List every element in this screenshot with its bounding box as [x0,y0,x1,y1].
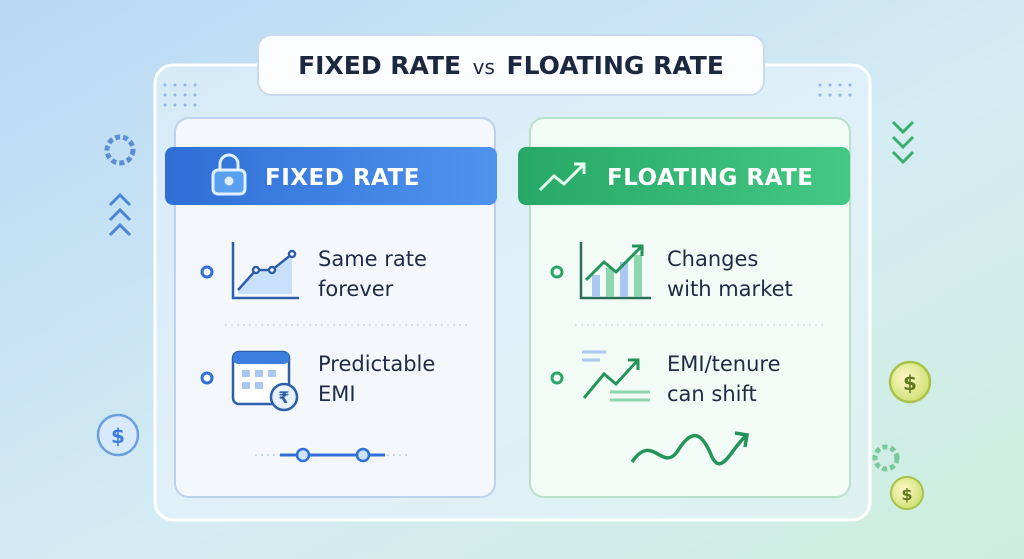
floating-header-bar [518,147,850,205]
item-line: EMI [318,382,356,406]
trend-icon [538,162,586,192]
floating-item-1: Changes with market [667,247,793,301]
bullet [550,265,564,279]
coin: $ [96,413,140,457]
bar-trend-icon [579,242,651,300]
item-line: with market [667,277,793,301]
coin-symbol: $ [111,424,125,448]
item-line: forever [318,277,394,301]
line-chart-icon [231,242,299,300]
item-line: EMI/tenure [667,352,781,376]
shift-icon [582,350,650,402]
item-line: Changes [667,247,758,271]
fixed-item-1: Same rate forever [318,247,434,301]
title: FIXED RATE vs FLOATING RATE [298,51,724,80]
item-line: can shift [667,382,757,406]
rupee-symbol: ₹ [278,388,289,407]
bullet [200,371,214,385]
gear [872,444,900,472]
fixed-header: FIXED RATE [265,165,420,191]
coin-symbol: $ [901,485,912,504]
dot-grid [163,83,852,107]
title-right: FLOATING RATE [507,51,724,80]
bullet [200,265,214,279]
chevrons-down [891,120,915,165]
stable-slider [255,447,410,463]
title-vs: vs [473,55,495,79]
floating-header: FLOATING RATE [607,165,814,191]
title-left: FIXED RATE [298,51,461,80]
calendar-icon: ₹ [231,350,299,412]
coin-symbol: $ [903,371,917,395]
floating-item-2: EMI/tenure can shift [667,352,787,406]
title-pill [257,34,765,96]
item-line: Predictable [318,352,435,376]
coin: $ [888,360,932,404]
bullet [550,371,564,385]
item-line: Same rate [318,247,427,271]
chevrons-up [108,192,132,237]
wave-arrow [630,431,750,466]
fixed-item-2: Predictable EMI [318,352,442,406]
fixed-header-bar [165,147,497,205]
lock-icon [211,153,247,196]
coin: $ [890,476,924,510]
gear [104,134,136,166]
floating-card [529,117,851,498]
